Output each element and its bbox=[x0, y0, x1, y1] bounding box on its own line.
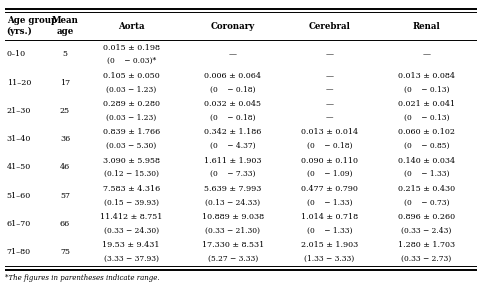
Text: —: — bbox=[326, 86, 334, 93]
Text: 0.021 ± 0.041: 0.021 ± 0.041 bbox=[398, 100, 455, 108]
Text: 0.896 ± 0.260: 0.896 ± 0.260 bbox=[398, 213, 455, 221]
Text: (0.15 − 39.93): (0.15 − 39.93) bbox=[104, 199, 159, 206]
Text: (0    − 1.33): (0 − 1.33) bbox=[307, 227, 352, 235]
Text: 0.032 ± 0.045: 0.032 ± 0.045 bbox=[204, 100, 261, 108]
Text: (3.33 − 37.93): (3.33 − 37.93) bbox=[104, 255, 159, 263]
Text: 41–50: 41–50 bbox=[7, 163, 31, 171]
Text: (0    − 0.13): (0 − 0.13) bbox=[403, 86, 449, 93]
Text: 0.839 ± 1.766: 0.839 ± 1.766 bbox=[103, 128, 160, 136]
Text: (0    − 1.09): (0 − 1.09) bbox=[307, 170, 352, 178]
Text: 36: 36 bbox=[60, 135, 70, 143]
Text: Aorta: Aorta bbox=[118, 22, 145, 31]
Text: (0.03 − 1.23): (0.03 − 1.23) bbox=[106, 114, 156, 122]
Text: 7.583 ± 4.316: 7.583 ± 4.316 bbox=[103, 185, 160, 193]
Text: (5.27 − 3.33): (5.27 − 3.33) bbox=[208, 255, 258, 263]
Text: (0    − 0.13): (0 − 0.13) bbox=[403, 114, 449, 122]
Text: 0.140 ± 0.034: 0.140 ± 0.034 bbox=[398, 157, 455, 165]
Text: (0.33 − 24.30): (0.33 − 24.30) bbox=[104, 227, 159, 235]
Text: —: — bbox=[325, 50, 334, 58]
Text: 2.015 ± 1.903: 2.015 ± 1.903 bbox=[301, 241, 358, 249]
Text: 51–60: 51–60 bbox=[7, 192, 31, 200]
Text: 0–10: 0–10 bbox=[7, 50, 26, 58]
Text: —: — bbox=[326, 114, 334, 122]
Text: Mean
age: Mean age bbox=[52, 16, 79, 36]
Text: 11–20: 11–20 bbox=[7, 79, 31, 87]
Text: 0.013 ± 0.084: 0.013 ± 0.084 bbox=[398, 72, 455, 80]
Text: 25: 25 bbox=[60, 107, 70, 115]
Text: (0.33 − 2.73): (0.33 − 2.73) bbox=[402, 255, 452, 263]
Text: 0.015 ± 0.198: 0.015 ± 0.198 bbox=[103, 44, 160, 52]
Text: 46: 46 bbox=[60, 163, 70, 171]
Text: 75: 75 bbox=[60, 248, 70, 256]
Text: (0    − 1.33): (0 − 1.33) bbox=[403, 170, 449, 178]
Text: —: — bbox=[422, 50, 430, 58]
Text: (0    − 0.18): (0 − 0.18) bbox=[210, 114, 255, 122]
Text: 10.889 ± 9.038: 10.889 ± 9.038 bbox=[201, 213, 264, 221]
Text: 11.412 ± 8.751: 11.412 ± 8.751 bbox=[100, 213, 162, 221]
Text: (0    − 0.85): (0 − 0.85) bbox=[403, 142, 449, 150]
Text: 66: 66 bbox=[60, 220, 70, 228]
Text: (0.03 − 1.23): (0.03 − 1.23) bbox=[106, 86, 156, 93]
Text: (0    − 0.03)*: (0 − 0.03)* bbox=[107, 57, 156, 65]
Text: 1.014 ± 0.718: 1.014 ± 0.718 bbox=[301, 213, 358, 221]
Text: (0.13 − 24.33): (0.13 − 24.33) bbox=[205, 199, 260, 206]
Text: 0.013 ± 0.014: 0.013 ± 0.014 bbox=[301, 128, 358, 136]
Text: (0.12 − 15.30): (0.12 − 15.30) bbox=[104, 170, 159, 178]
Text: 5.639 ± 7.993: 5.639 ± 7.993 bbox=[204, 185, 261, 193]
Text: (0    − 1.33): (0 − 1.33) bbox=[307, 199, 352, 206]
Text: 19.53 ± 9.431: 19.53 ± 9.431 bbox=[103, 241, 160, 249]
Text: 0.477 ± 0.790: 0.477 ± 0.790 bbox=[301, 185, 358, 193]
Text: 17: 17 bbox=[60, 79, 70, 87]
Text: (1.33 − 3.33): (1.33 − 3.33) bbox=[305, 255, 355, 263]
Text: 57: 57 bbox=[60, 192, 70, 200]
Text: —: — bbox=[229, 50, 237, 58]
Text: Cerebral: Cerebral bbox=[308, 22, 350, 31]
Text: Age group
(yrs.): Age group (yrs.) bbox=[7, 16, 57, 36]
Text: 1.280 ± 1.703: 1.280 ± 1.703 bbox=[398, 241, 455, 249]
Text: 0.289 ± 0.280: 0.289 ± 0.280 bbox=[103, 100, 160, 108]
Text: 0.215 ± 0.430: 0.215 ± 0.430 bbox=[398, 185, 455, 193]
Text: 0.342 ± 1.186: 0.342 ± 1.186 bbox=[204, 128, 261, 136]
Text: Coronary: Coronary bbox=[211, 22, 255, 31]
Text: 21–30: 21–30 bbox=[7, 107, 31, 115]
Text: (0    − 0.18): (0 − 0.18) bbox=[307, 142, 352, 150]
Text: Renal: Renal bbox=[413, 22, 440, 31]
Text: 0.090 ± 0.110: 0.090 ± 0.110 bbox=[301, 157, 358, 165]
Text: 5: 5 bbox=[63, 50, 67, 58]
Text: (0    − 0.18): (0 − 0.18) bbox=[210, 86, 255, 93]
Text: (0.03 − 5.30): (0.03 − 5.30) bbox=[106, 142, 156, 150]
Text: (0    − 0.73): (0 − 0.73) bbox=[403, 199, 449, 206]
Text: (0    − 4.37): (0 − 4.37) bbox=[210, 142, 255, 150]
Text: 0.060 ± 0.102: 0.060 ± 0.102 bbox=[398, 128, 455, 136]
Text: 17.330 ± 8.531: 17.330 ± 8.531 bbox=[201, 241, 264, 249]
Text: (0.33 − 21.30): (0.33 − 21.30) bbox=[205, 227, 260, 235]
Text: 0.105 ± 0.050: 0.105 ± 0.050 bbox=[103, 72, 160, 80]
Text: 31–40: 31–40 bbox=[7, 135, 31, 143]
Text: (0.33 − 2.43): (0.33 − 2.43) bbox=[401, 227, 452, 235]
Text: 71–80: 71–80 bbox=[7, 248, 31, 256]
Text: 1.611 ± 1.903: 1.611 ± 1.903 bbox=[204, 157, 261, 165]
Text: 61–70: 61–70 bbox=[7, 220, 31, 228]
Text: *The figures in parentheses indicate range.: *The figures in parentheses indicate ran… bbox=[5, 274, 160, 281]
Text: 3.090 ± 5.958: 3.090 ± 5.958 bbox=[103, 157, 160, 165]
Text: 0.006 ± 0.064: 0.006 ± 0.064 bbox=[204, 72, 261, 80]
Text: —: — bbox=[325, 72, 334, 80]
Text: —: — bbox=[325, 100, 334, 108]
Text: (0    − 7.33): (0 − 7.33) bbox=[210, 170, 255, 178]
